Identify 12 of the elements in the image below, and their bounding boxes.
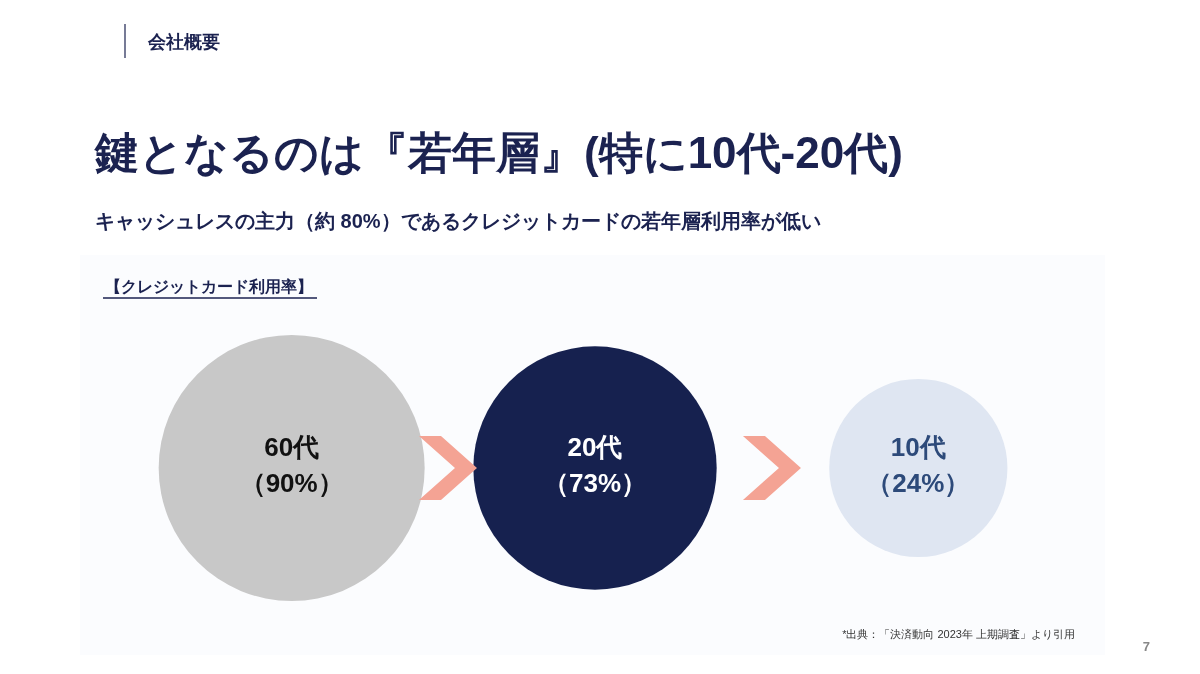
annotation: 【クレジットカード利用率】 bbox=[105, 278, 313, 295]
category: 10代 bbox=[890, 432, 946, 462]
annotation: *出典：「決済動向 2023年 上期調査」より引用 bbox=[842, 628, 1075, 640]
value-label: （90%） bbox=[239, 468, 344, 498]
value-label: （73%） bbox=[543, 468, 647, 498]
value-label: （24%） bbox=[866, 468, 971, 498]
category: 60代 bbox=[264, 432, 320, 462]
annotation: 7 bbox=[1142, 639, 1150, 654]
title: 鍵となるのは『若年層』(特に10代-20代) bbox=[95, 128, 903, 177]
subtitle: キャッシュレスの主力（約 80%）であるクレジットカードの若年層利用率が低い bbox=[95, 210, 821, 232]
category: 20代 bbox=[567, 432, 623, 462]
annotation: 会社概要 bbox=[148, 32, 220, 52]
